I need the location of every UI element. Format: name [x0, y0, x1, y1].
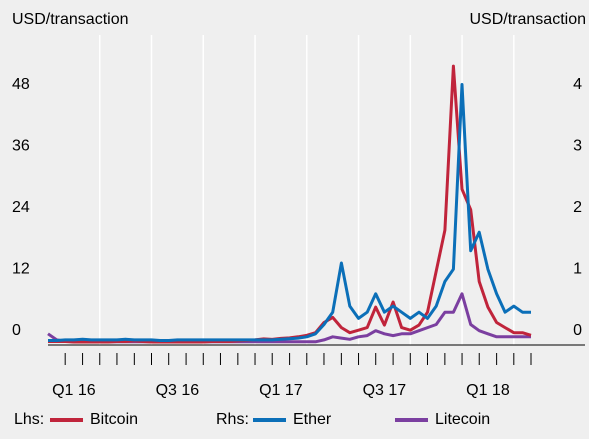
y-tick-label: 24 [12, 199, 30, 216]
y2-tick-label: 0 [573, 322, 582, 339]
series-line [48, 83, 531, 342]
legend-prefix: Rhs: [216, 411, 249, 428]
x-tick-label: Q1 16 [52, 382, 96, 399]
legend-label: Litecoin [435, 411, 490, 428]
y2-axis-label: USD/transaction [470, 11, 587, 28]
x-tick-label: Q1 17 [259, 382, 303, 399]
y2-tick-label: 3 [573, 138, 582, 155]
y2-tick-label: 2 [573, 199, 582, 216]
y-tick-label: 36 [12, 138, 30, 155]
y-axis-label: USD/transaction [12, 11, 129, 28]
legend-prefix: Lhs: [14, 411, 44, 428]
legend-label: Bitcoin [90, 411, 138, 428]
y-tick-label: 12 [12, 261, 30, 278]
x-tick-label: Q1 18 [466, 382, 510, 399]
y-tick-label: 0 [12, 322, 21, 339]
y2-tick-label: 1 [573, 261, 582, 278]
x-tick-label: Q3 16 [156, 382, 200, 399]
y2-tick-label: 4 [573, 76, 582, 93]
x-tick-label: Q3 17 [363, 382, 407, 399]
legend-label: Ether [293, 411, 332, 428]
y-tick-label: 48 [12, 76, 30, 93]
